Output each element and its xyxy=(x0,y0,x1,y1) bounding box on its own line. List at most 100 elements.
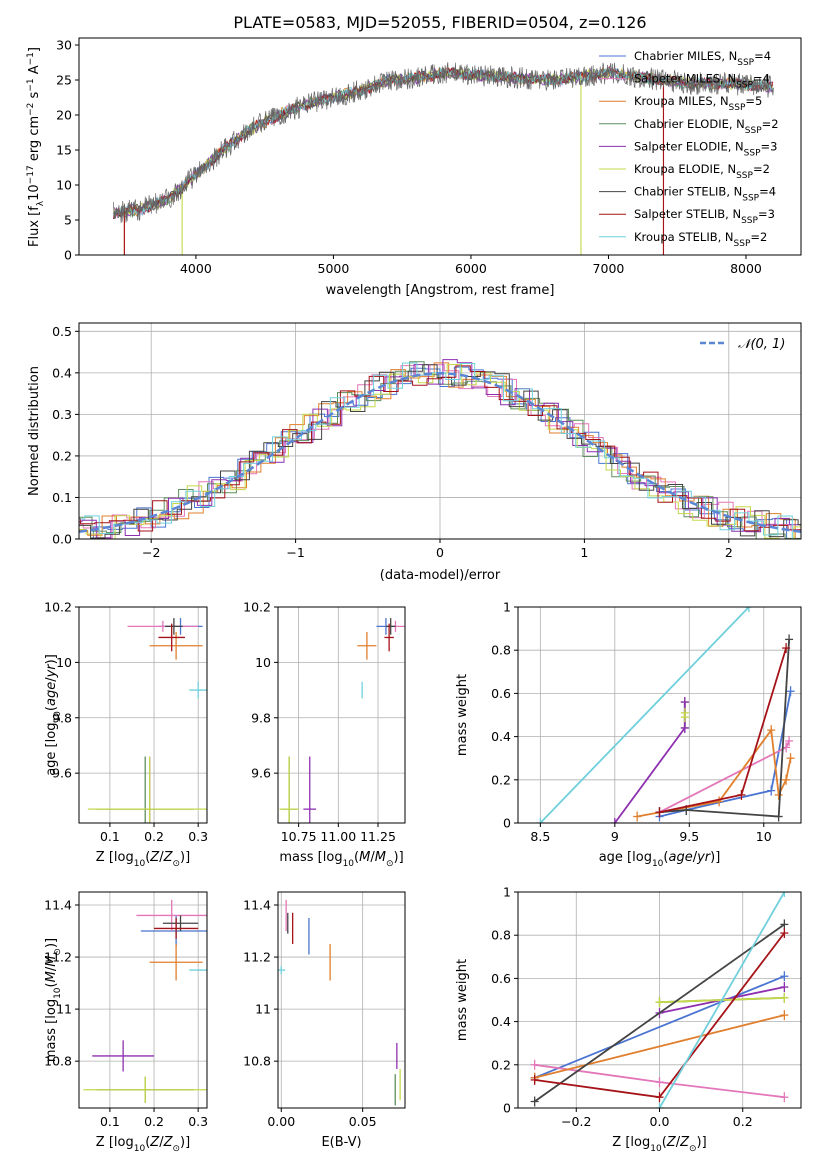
y-tick-label: 11.2 xyxy=(243,950,271,965)
axes-border xyxy=(517,606,802,824)
residual-xlabel: (data-model)/error xyxy=(380,568,501,583)
errorbar-kroupa-stelib xyxy=(189,681,207,699)
histogram-step-kroupa-elodie xyxy=(79,364,801,539)
axes-frame: −2 −1 0 1 2 0.0 0.1 0.2 0.3 0.4 0.5 xyxy=(52,322,802,560)
histogram-step-kroupa-stelib xyxy=(79,362,801,539)
y-tick-label: 10.8 xyxy=(243,1054,271,1069)
x-tick-label: 0 xyxy=(436,545,444,560)
x-tick-label: 7000 xyxy=(593,261,625,276)
errorbar-salpeter-elodie xyxy=(92,1040,155,1072)
x-tick-label: 0.0 xyxy=(650,1114,670,1129)
y-tick-label: 11 xyxy=(56,1002,72,1017)
residual-ylabel: Normed distribution xyxy=(27,366,42,496)
massweight_vs_age-xlabel: age [log10(age/yr)] xyxy=(599,850,721,869)
y-tick-label: 0.4 xyxy=(491,1014,511,1029)
mass_vs_Z-ylabel: mass [log10(M/M⊙)] xyxy=(44,938,63,1062)
plot-area xyxy=(279,618,405,823)
x-tick-label: 0.3 xyxy=(188,829,208,844)
mass_vs_EBV-xlabel: E(B-V) xyxy=(321,1135,361,1150)
x-tick-label: 4000 xyxy=(180,261,212,276)
histogram-step-kroupa-miles xyxy=(79,362,801,539)
axes-border xyxy=(78,606,208,824)
series-line xyxy=(534,1014,785,1079)
errorbar-kroupa-elodie xyxy=(279,756,299,823)
plot-area xyxy=(112,62,774,255)
x-tick-label: 6000 xyxy=(455,261,487,276)
legend-label-salpeter-elodie: Salpeter ELODIE, NSSP=3 xyxy=(634,139,777,158)
axes-border xyxy=(78,37,802,256)
y-tick-label: 0.6 xyxy=(491,971,511,986)
plot-area xyxy=(83,899,207,1103)
x-tick-label: 0.1 xyxy=(100,829,120,844)
y-tick-label: 15 xyxy=(56,143,72,158)
axes-frame: 0.00 0.05 10.8 11 11.2 11.4 xyxy=(243,891,406,1129)
spectrum-xlabel: wavelength [Angstrom, rest frame] xyxy=(326,283,555,298)
errorbar-salpeter-stelib xyxy=(158,623,185,652)
y-tick-label: 11.4 xyxy=(44,898,72,913)
age_vs_Z-ylabel: age [log10(age/yr)] xyxy=(44,654,63,776)
x-tick-label: 9.5 xyxy=(679,829,699,844)
legend-label-chabrier-stelib: Chabrier STELIB, NSSP=4 xyxy=(634,185,776,204)
legend-label-kroupa-elodie: Kroupa ELODIE, NSSP=2 xyxy=(634,162,770,181)
errorbar-salpeter-elodie xyxy=(303,756,317,823)
grid xyxy=(278,892,405,1108)
series-chabrier-stelib xyxy=(530,919,789,1107)
errorbar-salpeter-stelib xyxy=(384,623,394,652)
spectrum-legend: Chabrier MILES, NSSP=4 Salpeter MILES, NS… xyxy=(599,49,779,249)
errorbar-kroupa-elodie xyxy=(87,756,207,823)
y-tick-label: 0 xyxy=(503,816,511,831)
y-tick-label: 10 xyxy=(56,655,72,670)
x-tick-label: 0.2 xyxy=(144,1114,164,1129)
plot-area xyxy=(79,359,801,539)
x-tick-label: 10.75 xyxy=(281,829,317,844)
histogram-step-chabrier-miles xyxy=(79,366,801,539)
mass-vs-extinction-panel: 0.00 0.05 10.8 11 11.2 11.4 E(B-V) xyxy=(243,891,406,1150)
y-tick-label: 0.8 xyxy=(491,643,511,658)
y-tick-label: 9.6 xyxy=(52,766,72,781)
observed-spectrum-line xyxy=(113,62,774,224)
legend-label-kroupa-stelib: Kroupa STELIB, NSSP=2 xyxy=(634,230,767,249)
y-tick-label: 10.2 xyxy=(44,600,72,615)
plot-area xyxy=(278,899,401,1106)
x-tick-label: 2 xyxy=(725,545,733,560)
y-tick-label: 20 xyxy=(56,108,72,123)
legend-label-normal: 𝒩(0, 1) xyxy=(738,337,785,352)
age_vs_Z-xlabel: Z [log10(Z/Z⊙)] xyxy=(96,850,190,869)
grid xyxy=(79,323,801,540)
x-tick-label: 11.25 xyxy=(360,829,396,844)
y-tick-label: 9.8 xyxy=(251,710,271,725)
y-tick-label: 0.5 xyxy=(52,324,72,339)
series-line xyxy=(659,647,787,814)
y-tick-label: 0.2 xyxy=(52,448,72,463)
errorbar-kroupa-elodie xyxy=(83,1076,207,1103)
y-tick-label: 0 xyxy=(503,1101,511,1116)
y-tick-label: 9.8 xyxy=(52,710,72,725)
age-vs-metallicity-panel: 0.1 0.2 0.3 9.6 9.8 10 10.2 Z [log10(Z/Z⊙)] age … xyxy=(44,600,208,870)
y-tick-label: 0.3 xyxy=(52,407,72,422)
grid xyxy=(79,606,207,823)
series-chabrier-stelib xyxy=(655,634,794,822)
errorbar-kroupa-stelib xyxy=(278,966,286,975)
x-tick-label: 0.1 xyxy=(100,1114,120,1129)
y-tick-label: 0 xyxy=(64,248,72,263)
y-tick-label: 9.6 xyxy=(251,766,271,781)
errorbar-salpeter-miles xyxy=(136,899,207,932)
x-tick-label: −0.2 xyxy=(561,1114,591,1129)
series-kroupa-stelib xyxy=(655,892,789,1108)
age-vs-mass-panel: 10.75 11.00 11.25 9.6 9.8 10 10.2 mass [log10(M… xyxy=(243,600,406,869)
x-tick-label: 8000 xyxy=(730,261,762,276)
y-tick-label: 11.2 xyxy=(44,950,72,965)
series-line xyxy=(539,607,750,823)
axes-border xyxy=(277,891,406,1109)
x-tick-label: 0.3 xyxy=(188,1114,208,1129)
plot-area xyxy=(87,618,207,823)
plot-area xyxy=(536,607,795,823)
axes-frame: 0.1 0.2 0.3 9.6 9.8 10 10.2 xyxy=(44,600,208,845)
axes-border xyxy=(277,606,406,824)
x-tick-label: −1 xyxy=(286,545,304,560)
x-tick-label: 0.2 xyxy=(144,829,164,844)
y-tick-label: 0.4 xyxy=(52,365,72,380)
legend-label-kroupa-miles: Kroupa MILES, NSSP=5 xyxy=(634,94,762,113)
y-tick-label: 11 xyxy=(255,1002,271,1017)
y-tick-label: 10 xyxy=(255,655,271,670)
